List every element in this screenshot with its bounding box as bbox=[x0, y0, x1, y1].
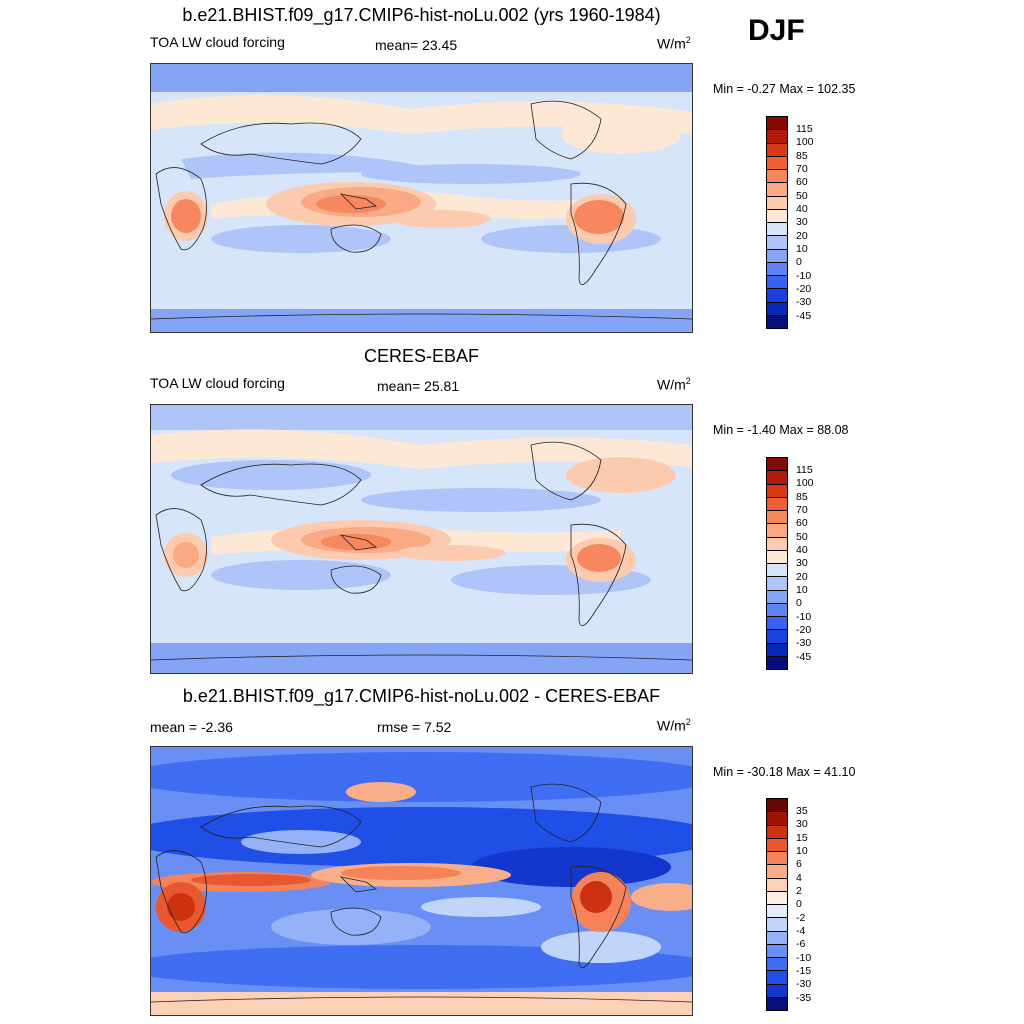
colorbar-tick: 10 bbox=[796, 243, 808, 255]
colorbar-tick: 30 bbox=[796, 818, 808, 830]
panel-mean-label-diff: mean = -2.36 bbox=[150, 719, 233, 735]
colorbar-tick: -15 bbox=[796, 965, 812, 977]
colorbar-tick: -45 bbox=[796, 651, 812, 663]
colorbar-tick: -10 bbox=[796, 270, 812, 282]
map-obs bbox=[150, 404, 693, 674]
colorbar-tick: -30 bbox=[796, 296, 812, 308]
colorbar-tick: 6 bbox=[796, 858, 802, 870]
colorbar-tick: 60 bbox=[796, 517, 808, 529]
panel-units-model: W/m2 bbox=[657, 35, 691, 52]
season-label: DJF bbox=[748, 14, 805, 47]
colorbar-tick: -6 bbox=[796, 938, 806, 950]
colorbar-diff bbox=[766, 798, 788, 1011]
colorbar-tick: -10 bbox=[796, 952, 812, 964]
colorbar-tick: 35 bbox=[796, 805, 808, 817]
colorbar-tick: 70 bbox=[796, 504, 808, 516]
colorbar-tick: 70 bbox=[796, 163, 808, 175]
panel-mean-label-obs: mean= 25.81 bbox=[377, 378, 460, 394]
colorbar-tick: 15 bbox=[796, 832, 808, 844]
colorbar-tick: 0 bbox=[796, 597, 802, 609]
colorbar-tick: -30 bbox=[796, 637, 812, 649]
colorbar-tick: -2 bbox=[796, 912, 806, 924]
colorbar-tick: -35 bbox=[796, 992, 812, 1004]
panel-rmse-label-diff: rmse = 7.52 bbox=[377, 719, 452, 735]
colorbar-tick: 30 bbox=[796, 557, 808, 569]
panel-mean-label-model: mean= 23.45 bbox=[375, 37, 458, 53]
map-model bbox=[150, 63, 693, 333]
panel-minmax-obs: Min = -1.40 Max = 88.08 bbox=[713, 423, 849, 437]
panel-units-obs: W/m2 bbox=[657, 376, 691, 393]
colorbar-tick: 50 bbox=[796, 531, 808, 543]
colorbar-tick: 100 bbox=[796, 136, 814, 148]
colorbar-tick: -4 bbox=[796, 925, 806, 937]
colorbar-obs bbox=[766, 457, 788, 670]
colorbar-tick: -10 bbox=[796, 611, 812, 623]
panel-units-diff: W/m2 bbox=[657, 717, 691, 734]
colorbar-tick: 60 bbox=[796, 176, 808, 188]
colorbar-tick: 115 bbox=[796, 123, 813, 135]
colorbar-tick: 100 bbox=[796, 477, 814, 489]
colorbar-tick: -45 bbox=[796, 310, 812, 322]
colorbar-tick: 0 bbox=[796, 256, 802, 268]
colorbar-tick: 50 bbox=[796, 190, 808, 202]
colorbar-tick: -30 bbox=[796, 978, 812, 990]
colorbar-tick: 4 bbox=[796, 872, 802, 884]
colorbar-tick: 40 bbox=[796, 203, 808, 215]
colorbar-tick: -20 bbox=[796, 283, 812, 295]
colorbar-tick: 115 bbox=[796, 464, 813, 476]
colorbar-tick: 20 bbox=[796, 230, 808, 242]
colorbar-model bbox=[766, 116, 788, 329]
map-diff bbox=[150, 746, 693, 1016]
colorbar-tick: 40 bbox=[796, 544, 808, 556]
colorbar-tick: -20 bbox=[796, 624, 812, 636]
colorbar-tick: 10 bbox=[796, 584, 808, 596]
panel-title-model: b.e21.BHIST.f09_g17.CMIP6-hist-noLu.002 … bbox=[182, 5, 661, 25]
panel-title-obs: CERES-EBAF bbox=[363, 346, 480, 366]
panel-title-diff: b.e21.BHIST.f09_g17.CMIP6-hist-noLu.002 … bbox=[182, 686, 661, 706]
colorbar-tick: 85 bbox=[796, 491, 808, 503]
colorbar-tick: 10 bbox=[796, 845, 808, 857]
colorbar-tick: 20 bbox=[796, 571, 808, 583]
colorbar-tick: 2 bbox=[796, 885, 802, 897]
panel-left-label-model: TOA LW cloud forcing bbox=[150, 34, 285, 50]
panel-left-label-obs: TOA LW cloud forcing bbox=[150, 375, 285, 391]
colorbar-tick: 30 bbox=[796, 216, 808, 228]
colorbar-tick: 0 bbox=[796, 898, 802, 910]
panel-minmax-model: Min = -0.27 Max = 102.35 bbox=[713, 82, 856, 96]
colorbar-tick: 85 bbox=[796, 150, 808, 162]
panel-minmax-diff: Min = -30.18 Max = 41.10 bbox=[713, 765, 856, 779]
